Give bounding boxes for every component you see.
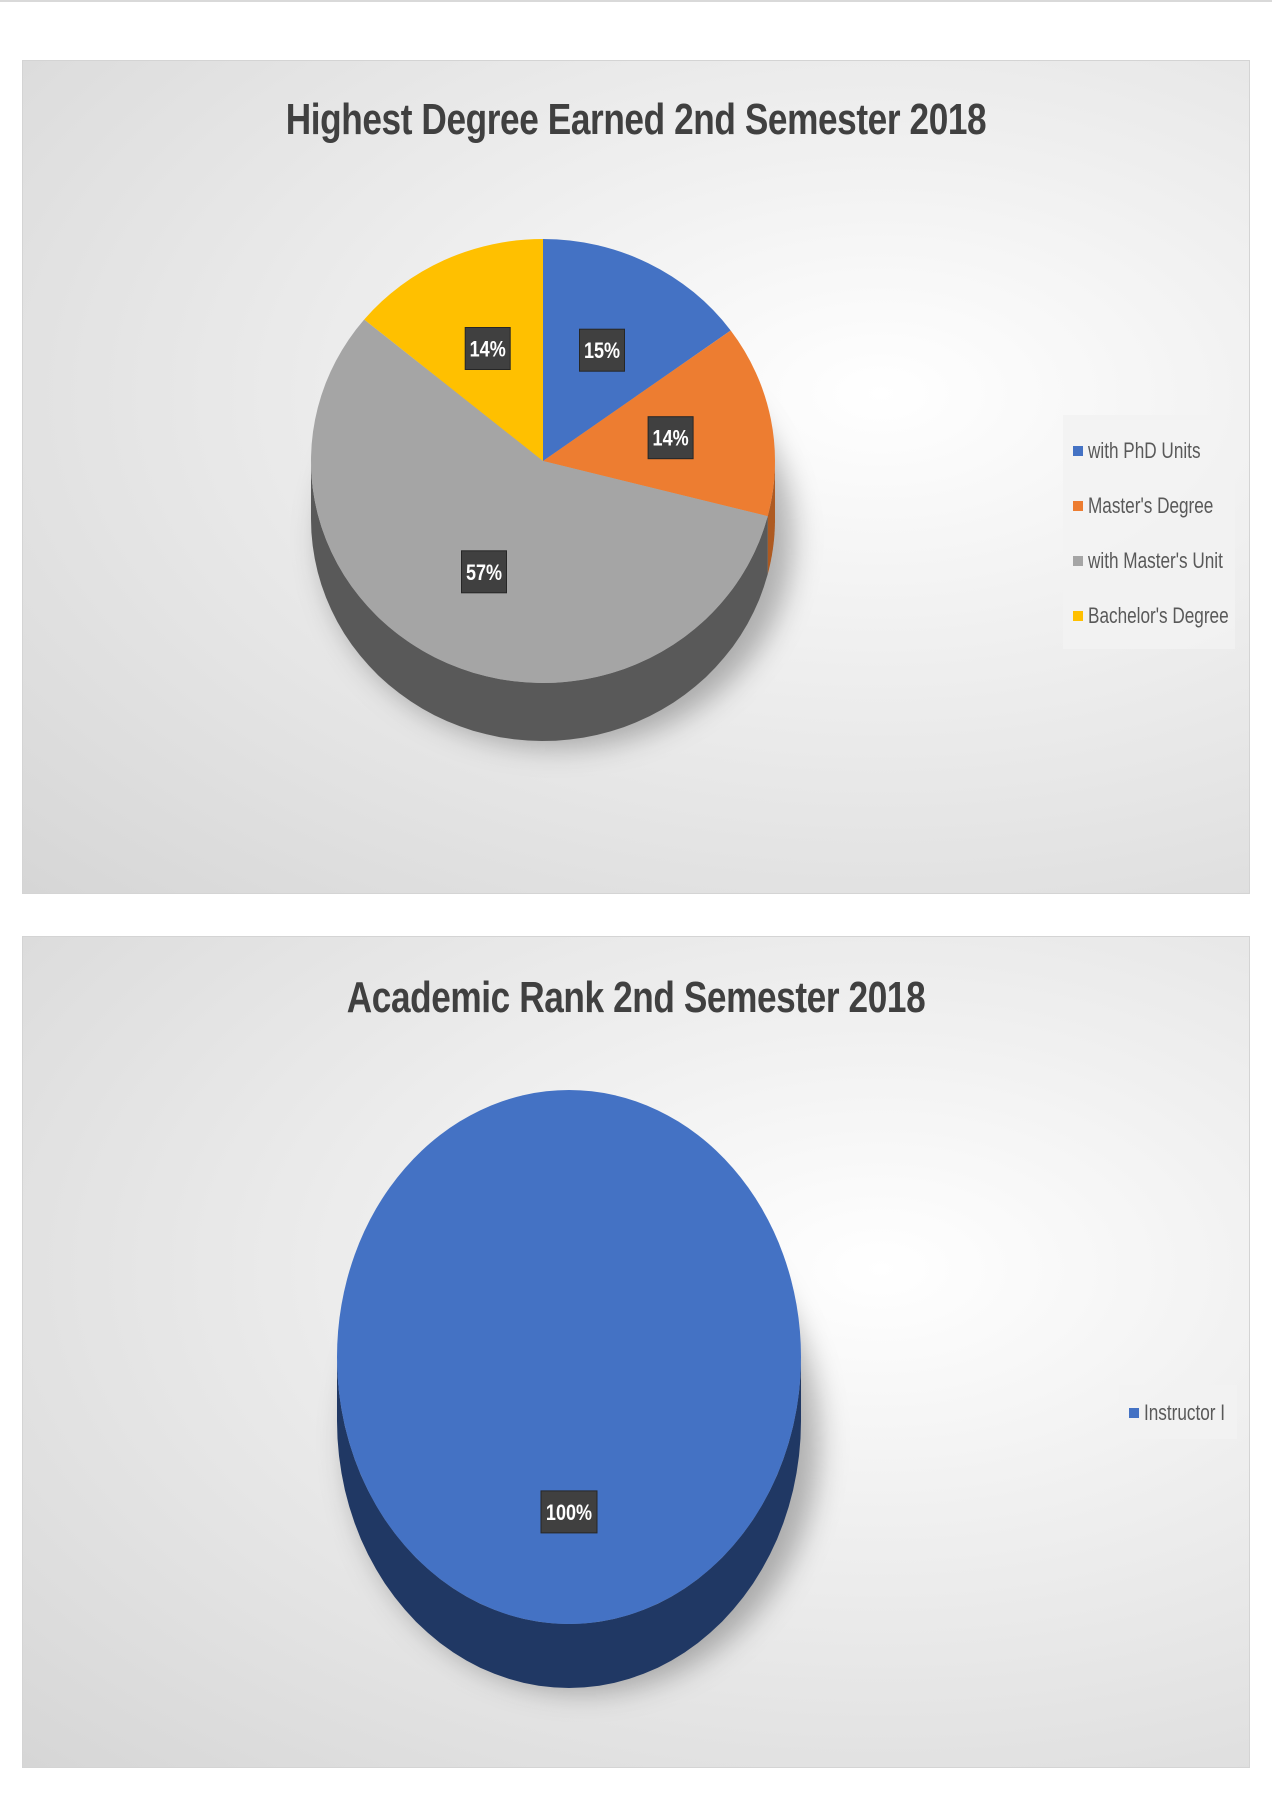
data-label-text: 14% bbox=[470, 338, 506, 362]
data-label-text: 15% bbox=[584, 340, 620, 364]
legend-label: Instructor I bbox=[1144, 1400, 1226, 1425]
data-label-box bbox=[540, 1490, 598, 1534]
legend-item-masters-degree: Master's Degree bbox=[1073, 478, 1225, 533]
legend-swatch bbox=[1073, 610, 1083, 621]
pie-slice bbox=[310, 319, 768, 683]
legend-item-instructor-i: Instructor I bbox=[1129, 1393, 1227, 1433]
legend-swatch bbox=[1129, 1408, 1139, 1418]
pie-slice-side bbox=[767, 461, 775, 575]
chart-title: Academic Rank 2nd Semester 2018 bbox=[346, 973, 926, 1022]
pie-slice-side bbox=[337, 1357, 801, 1688]
data-label-box bbox=[579, 328, 625, 372]
chart-title: Highest Degree Earned 2nd Semester 2018 bbox=[285, 95, 987, 144]
chart-panel-academic-rank: Academic Rank 2nd Semester 2018 100% Ins… bbox=[22, 936, 1250, 1768]
data-label-box bbox=[464, 327, 511, 370]
legend-swatch bbox=[1073, 445, 1083, 456]
legend-label: Master's Degree bbox=[1088, 492, 1214, 518]
data-label-box bbox=[647, 416, 694, 460]
pie-slice bbox=[337, 1090, 801, 1624]
legend-item-bachelors-degree: Bachelor's Degree bbox=[1073, 588, 1229, 643]
top-border bbox=[0, 0, 1272, 2]
legend-label: with Master's Unit bbox=[1088, 547, 1223, 573]
legend-swatch bbox=[1073, 500, 1083, 511]
chart-panel-highest-degree: Highest Degree Earned 2nd Semester 2018 … bbox=[22, 60, 1250, 894]
data-label: 100% bbox=[540, 1490, 598, 1534]
legend: Instructor I bbox=[1119, 1385, 1237, 1439]
data-label-text: 100% bbox=[546, 1501, 592, 1525]
pie-chart-academic-rank: 100% bbox=[337, 1090, 820, 1693]
pie-slice bbox=[543, 239, 731, 461]
legend-label: with PhD Units bbox=[1088, 437, 1201, 463]
data-label: 14% bbox=[647, 416, 694, 460]
legend-label: Bachelor's Degree bbox=[1088, 602, 1229, 628]
data-label-box bbox=[461, 550, 507, 594]
legend-item-masters-unit: with Master's Unit bbox=[1073, 533, 1225, 588]
legend: with PhD Units Master's Degree with Mast… bbox=[1063, 415, 1235, 649]
data-label: 57% bbox=[461, 550, 507, 594]
legend-item-phd-units: with PhD Units bbox=[1073, 423, 1225, 478]
pie-chart-highest-degree: 15% 14% 57% 14% bbox=[310, 238, 794, 748]
pie-slice-side bbox=[311, 461, 768, 741]
data-label-text: 14% bbox=[653, 427, 689, 451]
data-label: 14% bbox=[464, 327, 511, 370]
data-label: 15% bbox=[579, 328, 625, 372]
data-label-text: 57% bbox=[466, 561, 502, 585]
legend-swatch bbox=[1073, 555, 1083, 566]
pie-slice bbox=[364, 238, 543, 461]
